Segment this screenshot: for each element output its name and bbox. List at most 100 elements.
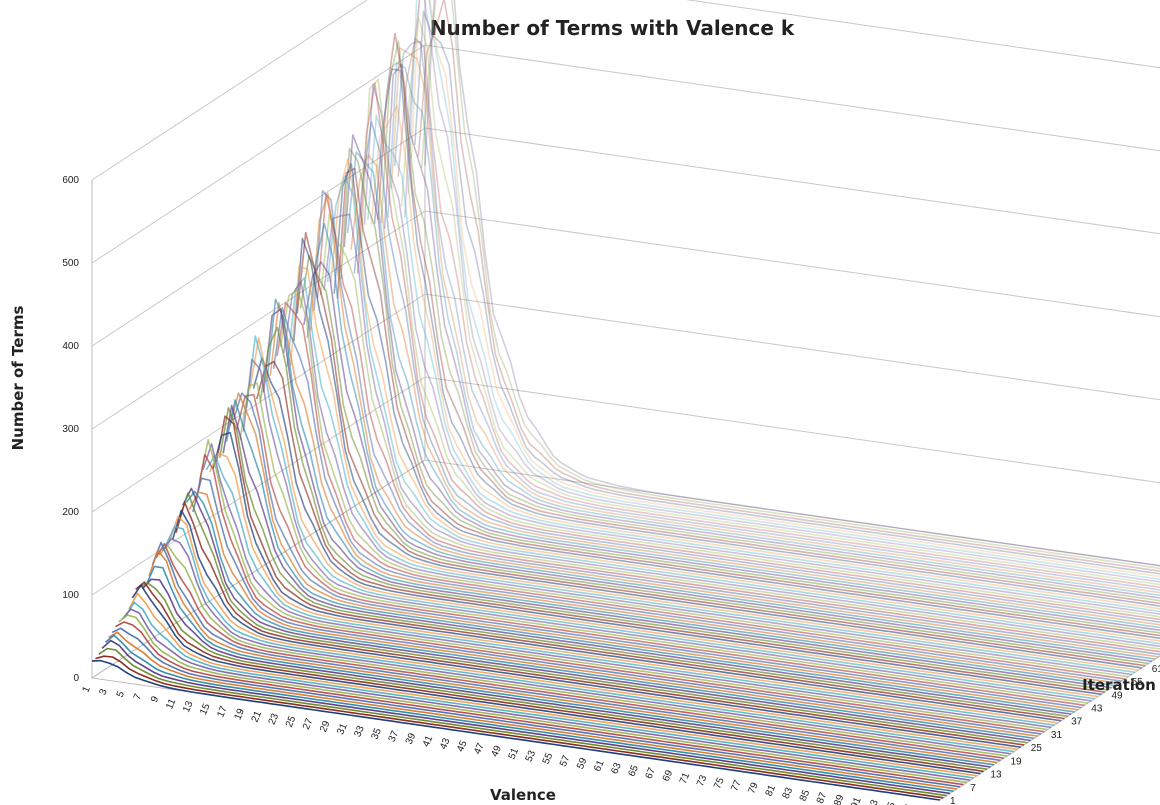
- x-tick-label: 59: [575, 756, 590, 771]
- z-tick-label: 49: [1112, 690, 1124, 701]
- x-tick-label: 37: [387, 729, 402, 744]
- series-line: [111, 627, 961, 788]
- series-line: [383, 63, 1160, 599]
- x-tick-label: 51: [507, 746, 522, 761]
- y-tick-label: 400: [62, 341, 79, 352]
- series-line: [202, 443, 1052, 729]
- x-tick-label: 31: [335, 721, 350, 736]
- x-tick-label: 7: [132, 692, 144, 702]
- series-line: [313, 190, 1160, 656]
- y-axis-ticks: 0 100 200 300 400 500 600: [62, 175, 79, 684]
- series-line: [272, 306, 1122, 682]
- series-line: [95, 655, 944, 799]
- series-line: [309, 192, 1159, 658]
- x-tick-label: 29: [318, 719, 333, 734]
- z-tick-label: 55: [1132, 677, 1144, 688]
- y-tick-label: 200: [62, 507, 79, 518]
- series-line: [387, 61, 1160, 597]
- series-line: [175, 501, 1025, 746]
- x-tick-label: 3: [98, 687, 110, 697]
- series-line: [192, 477, 1042, 735]
- x-tick-label: 15: [198, 702, 213, 717]
- series-line: [407, 0, 1160, 581]
- series-line: [410, 0, 1160, 578]
- series-line: [282, 280, 1132, 676]
- x-tick-label: 75: [712, 776, 727, 791]
- series-line: [121, 608, 971, 781]
- series-line: [249, 337, 1099, 698]
- series-line: [336, 167, 1160, 637]
- series-line: [400, 16, 1160, 586]
- x-tick-label: 35: [369, 726, 384, 741]
- x-tick-label: 73: [695, 773, 710, 788]
- series-line: [128, 592, 978, 777]
- x-tick-label: 83: [781, 786, 796, 801]
- series-line: [108, 631, 957, 790]
- series-line: [171, 509, 1021, 748]
- series-line: [131, 584, 981, 775]
- series-line: [91, 659, 941, 801]
- series-line: [252, 357, 1102, 696]
- series-line: [256, 360, 1105, 693]
- series-line: [306, 222, 1156, 660]
- x-axis-ticks: 1 3 5 7 9 11 13 15 17 19 21 23 25 27 29 31 33 35 37 39 41 43 4…: [80, 684, 915, 805]
- series-line: [118, 614, 968, 784]
- series-line: [296, 231, 1146, 667]
- series-line: [356, 82, 1160, 621]
- x-tick-label: 63: [609, 761, 624, 776]
- x-tick-label: 77: [729, 778, 744, 793]
- x-tick-label: 23: [267, 712, 282, 727]
- x-tick-label: 39: [404, 731, 419, 746]
- x-tick-label: 21: [250, 709, 265, 724]
- series-line: [158, 544, 1008, 757]
- x-tick-label: 65: [626, 763, 641, 778]
- series-line: [319, 213, 1160, 650]
- series-line: [124, 601, 974, 779]
- series-line: [299, 254, 1149, 665]
- series-line: [165, 525, 1015, 753]
- y-tick-label: 600: [62, 175, 79, 186]
- y-tick-label: 100: [62, 590, 79, 601]
- series-line: [198, 438, 1048, 731]
- x-tick-label: 67: [644, 766, 659, 781]
- series-line: [215, 415, 1065, 720]
- series-line: [276, 301, 1126, 680]
- series-line: [178, 492, 1028, 744]
- x-tick-label: 25: [284, 714, 299, 729]
- x-tick-label: 5: [115, 689, 127, 699]
- series-line: [370, 104, 1160, 610]
- series-line: [212, 431, 1062, 722]
- series-ribbons: [91, 0, 1160, 801]
- series-line: [293, 237, 1142, 669]
- x-tick-label: 89: [832, 793, 847, 805]
- series-line: [363, 83, 1160, 615]
- series-line: [286, 276, 1136, 674]
- series-line: [195, 453, 1045, 733]
- series-line: [101, 639, 951, 795]
- z-tick-label: 37: [1071, 717, 1083, 728]
- x-tick-label: 41: [421, 734, 436, 749]
- x-tick-label: 43: [438, 736, 453, 751]
- series-line: [242, 358, 1092, 702]
- series-line: [269, 301, 1119, 685]
- series-line: [262, 308, 1112, 689]
- x-tick-label: 81: [764, 783, 779, 798]
- x-tick-label: 93: [866, 798, 881, 805]
- series-line: [155, 542, 1005, 759]
- series-line: [232, 392, 1082, 709]
- z-axis-title: Iteration: [1082, 676, 1156, 694]
- series-line: [353, 121, 1160, 623]
- gridline: [91, 210, 1160, 430]
- series-line: [222, 404, 1072, 715]
- z-axis-ticks: 17131925313743495561677379859197: [950, 664, 1160, 805]
- z-tick-label: 19: [1011, 756, 1023, 767]
- x-tick-label: 87: [815, 790, 830, 805]
- z-tick-label: 13: [990, 770, 1002, 781]
- series-line: [138, 582, 988, 770]
- y-tick-label: 300: [62, 424, 79, 435]
- x-tick-label: 69: [661, 768, 676, 783]
- series-line: [420, 0, 1160, 570]
- series-line: [148, 549, 998, 764]
- series-line: [235, 393, 1085, 707]
- x-tick-label: 33: [352, 724, 367, 739]
